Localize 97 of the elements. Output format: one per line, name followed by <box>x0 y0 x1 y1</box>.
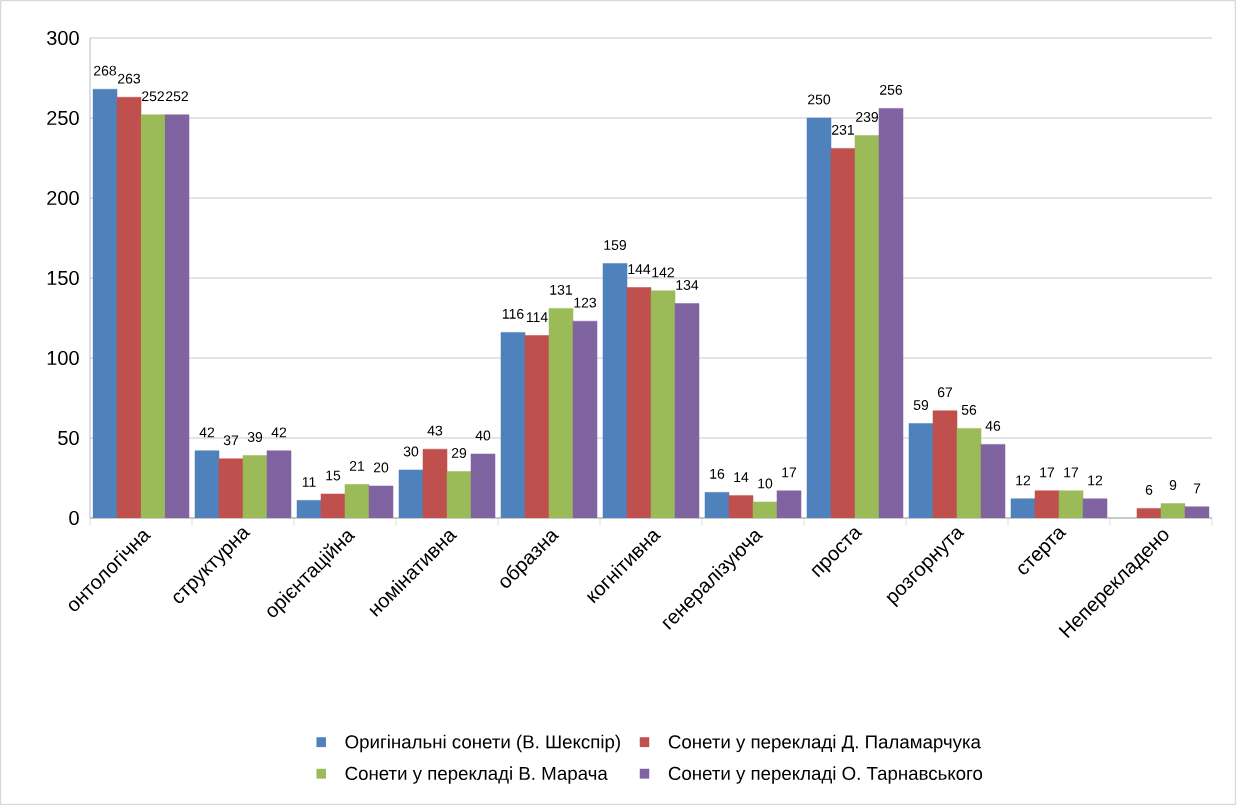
data-label: 12 <box>1016 475 1031 486</box>
bar <box>1184 506 1210 518</box>
data-label: 134 <box>676 280 699 290</box>
bar <box>650 290 676 518</box>
bar <box>500 332 526 518</box>
data-label: 20 <box>373 462 389 473</box>
bar <box>728 495 754 518</box>
data-label: 21 <box>349 461 365 471</box>
bar <box>218 458 244 518</box>
data-label: 7 <box>1193 483 1201 494</box>
bar <box>296 500 322 518</box>
bar <box>878 108 904 518</box>
bar <box>1136 508 1162 518</box>
data-label: 131 <box>550 284 572 295</box>
data-label: 14 <box>734 472 749 482</box>
bar <box>830 148 856 518</box>
bar <box>602 263 628 518</box>
data-label: 37 <box>223 435 239 446</box>
data-label: 10 <box>758 478 773 489</box>
bar <box>368 485 394 518</box>
data-label: 30 <box>403 446 419 457</box>
data-label: 67 <box>937 387 953 398</box>
bar <box>854 135 880 518</box>
data-label: 17 <box>1064 467 1079 478</box>
data-label: 17 <box>1040 467 1055 478</box>
bar <box>626 287 652 518</box>
y-tick-label: 150 <box>47 270 79 286</box>
data-label: 17 <box>782 467 797 478</box>
bar <box>572 320 598 518</box>
bar <box>422 448 448 518</box>
data-label: 142 <box>652 267 674 278</box>
bar <box>446 471 472 518</box>
legend-label: Сонети у перекладі В. Марача <box>345 766 608 784</box>
bar <box>908 423 934 518</box>
data-label: 39 <box>247 432 263 442</box>
data-label: 29 <box>451 448 467 458</box>
y-tick-label: 0 <box>69 510 79 526</box>
bar <box>398 469 424 518</box>
data-label: 46 <box>985 420 1001 431</box>
data-label: 56 <box>961 404 977 415</box>
data-label: 263 <box>118 73 141 84</box>
data-label: 11 <box>302 477 316 487</box>
data-label: 12 <box>1088 475 1103 486</box>
bar <box>1034 490 1060 518</box>
legend-label: Сонети у перекладі О. Тарнавського <box>668 766 983 784</box>
bar <box>92 88 118 518</box>
y-tick-label: 200 <box>47 190 79 206</box>
bar <box>116 96 142 518</box>
data-label: 252 <box>166 91 188 102</box>
bar <box>524 335 550 518</box>
data-label: 239 <box>856 112 878 122</box>
bar <box>1082 498 1108 518</box>
bar <box>548 308 574 518</box>
y-tick-label: 50 <box>58 430 79 446</box>
y-tick-label: 300 <box>46 30 79 46</box>
data-label: 252 <box>142 91 164 102</box>
bar <box>344 484 370 518</box>
data-label: 144 <box>628 264 651 274</box>
bar <box>1010 498 1036 518</box>
bar <box>194 450 220 518</box>
data-label: 250 <box>808 94 831 105</box>
bar <box>242 455 268 518</box>
legend-label: Сонети у перекладі Д. Паламарчука <box>668 734 981 753</box>
data-label: 42 <box>199 427 215 438</box>
bar <box>1058 490 1084 518</box>
y-tick-label: 250 <box>47 110 79 126</box>
data-label: 268 <box>94 65 117 76</box>
data-label: 256 <box>880 84 903 95</box>
bar <box>320 493 346 518</box>
data-label: 40 <box>475 430 491 441</box>
data-label: 6 <box>1145 484 1153 495</box>
bar <box>752 501 778 518</box>
bar <box>704 492 730 518</box>
bar <box>266 450 292 518</box>
bar <box>470 453 496 518</box>
data-label: 15 <box>326 470 341 481</box>
data-label: 231 <box>832 124 854 135</box>
bar <box>980 444 1006 518</box>
data-label: 159 <box>604 240 626 250</box>
data-label: 43 <box>427 425 443 436</box>
bar <box>674 303 700 518</box>
bar <box>140 114 166 518</box>
bar <box>956 428 982 518</box>
bar <box>932 410 958 518</box>
bar <box>164 114 190 518</box>
data-label: 42 <box>271 427 287 438</box>
bar <box>776 490 802 518</box>
data-label: 116 <box>502 308 524 319</box>
bar <box>806 117 832 518</box>
data-label: 16 <box>710 468 725 479</box>
y-tick-label: 100 <box>47 350 79 366</box>
data-label: 59 <box>913 400 929 410</box>
data-label: 9 <box>1169 480 1177 490</box>
data-label: 114 <box>526 312 548 322</box>
bar <box>1160 503 1186 518</box>
data-label: 123 <box>574 297 597 308</box>
legend-label: Оригінальні сонети (В. Шекспір) <box>345 734 620 753</box>
